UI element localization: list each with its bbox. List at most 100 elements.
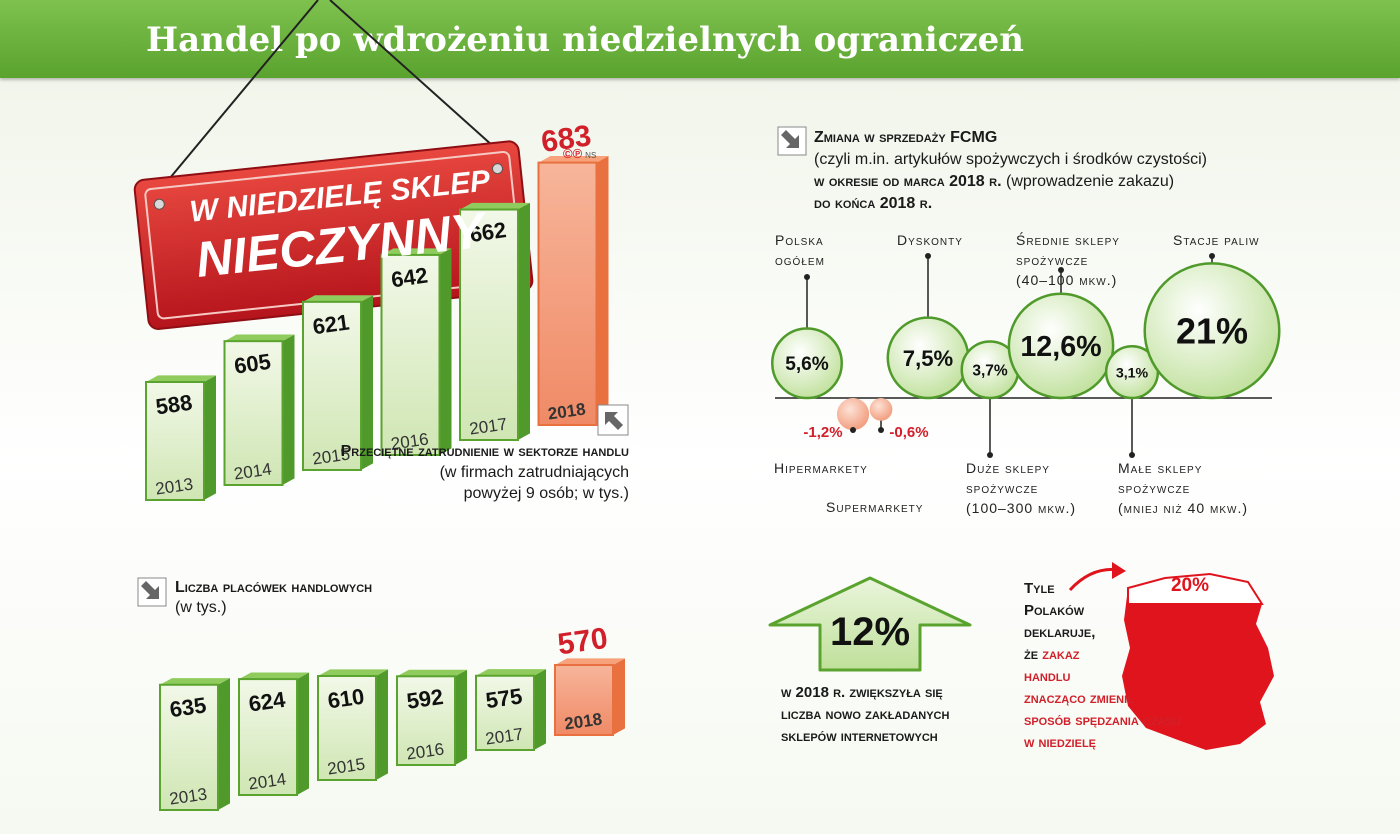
bar-side	[596, 156, 609, 425]
fcmg-period-end: do końca 2018 r.	[814, 195, 933, 212]
internet-caption-line: w 2018 r. zwiększyła się	[781, 684, 943, 701]
bar-side	[534, 669, 546, 750]
bar-side	[376, 669, 388, 780]
poland-map	[1122, 574, 1274, 750]
bubble-value: 5,6%	[785, 354, 829, 375]
bubble-value: 7,5%	[903, 346, 954, 371]
bar-front	[159, 683, 219, 811]
employment-chart-subtitle: (w firmach zatrudniających powyżej 9 osó…	[439, 464, 629, 502]
fcmg-period-note: (wprowadzenie zakazu)	[1006, 173, 1175, 190]
fcmg-period-start: w okresie od marca 2018 r.	[814, 173, 1002, 190]
internet-caption: w 2018 r. zwiększyła się liczba nowo zak…	[781, 682, 1021, 748]
bar-front	[554, 664, 614, 736]
fcmg-bubble: -0,6%	[869, 398, 929, 441]
leader-dot	[1129, 452, 1135, 458]
leader-dot	[1058, 267, 1064, 273]
bubble-circle	[869, 398, 893, 421]
bar-side	[297, 672, 309, 795]
fcmg-period: w okresie od marca 2018 r. (wprowadzenie…	[814, 171, 1274, 193]
fcmg-bubble: 3,1%	[1104, 345, 1160, 458]
bar-top	[160, 678, 230, 685]
poll-caption-word: zakaz	[1042, 646, 1080, 663]
poll-caption-word: że	[1024, 646, 1039, 663]
bar-top	[146, 375, 216, 382]
fcmg-label-line: spożywcze	[966, 480, 1039, 496]
bubble-value: 12,6%	[1020, 331, 1101, 363]
bar-value-label: 662	[468, 217, 508, 247]
bar-top	[224, 334, 295, 342]
arrow-down-right-icon	[777, 126, 807, 156]
sign-string-left	[159, 0, 319, 191]
leader-dot	[925, 253, 931, 259]
bubble-circle	[1007, 292, 1115, 400]
bar-top	[303, 295, 373, 302]
bar-front	[396, 675, 456, 766]
internet-value: 12%	[829, 610, 911, 654]
bubble-circle	[836, 398, 870, 431]
internet-caption-line: sklepów internetowych	[781, 728, 938, 745]
bar-front	[459, 208, 519, 441]
bar-side	[518, 202, 530, 440]
poll-caption-line: znacząco zmienił	[1024, 690, 1134, 707]
poland-map-top-share	[1127, 572, 1264, 605]
bar-front	[317, 675, 377, 781]
poll-caption-line: sposób spędzania czasu	[1024, 712, 1181, 729]
pointer-arrow-head	[1112, 562, 1126, 579]
bar-value-label: 621	[311, 309, 351, 339]
page-title: Handel po wdrożeniu niedzielnych ogranic…	[146, 20, 1025, 60]
fcmg-subtitle: (czyli m.in. artykułów spożywczych i śro…	[814, 151, 1207, 168]
bar-value-label: 570	[556, 622, 610, 662]
bar-value-label: 635	[168, 692, 208, 722]
fcmg-label-srednie: Średnie sklepy spożywcze (40–100 mkw.)	[1016, 230, 1120, 290]
bar-value-label: 642	[390, 263, 430, 293]
shops-chart-caption: Liczba placówek handlowych (w tys.)	[175, 578, 475, 618]
copyright-symbols: ©℗	[563, 146, 583, 161]
poll-caption-line: Polaków	[1024, 602, 1085, 619]
poll-caption-line: deklaruje,	[1024, 624, 1096, 641]
bar-top	[239, 672, 309, 680]
employment-chart-title: Przeciętne zatrudnienie w sektorze handl…	[340, 443, 629, 460]
fcmg-label-line: Dyskonty	[897, 232, 963, 248]
copyright-author: NS	[585, 151, 597, 160]
shops-bar-chart: 2013635201462420156102016592201757520185…	[159, 622, 625, 811]
bar-value-label: 588	[154, 390, 194, 420]
fcmg-label-hiper: Hipermarkety	[774, 458, 868, 478]
bar-front	[238, 678, 298, 796]
fcmg-bubble: 3,7%	[960, 340, 1020, 458]
bar-side	[613, 658, 625, 735]
bar-side	[439, 248, 452, 455]
bubble-value: -0,6%	[889, 424, 928, 441]
fcmg-label-polska: Polska ogółem	[775, 230, 825, 270]
fcmg-bubble: 5,6%	[771, 274, 843, 400]
bar-value-label: 624	[247, 687, 288, 717]
fcmg-bubble: -1,2%	[803, 398, 870, 441]
fcmg-label-line: ogółem	[775, 252, 825, 268]
bar-front	[475, 674, 535, 751]
fcmg-label-duze: Duże sklepy spożywcze (100–300 mkw.)	[966, 458, 1076, 518]
growth-arrow-shape	[768, 576, 972, 672]
fcmg-label-line: spożywcze	[1016, 252, 1089, 268]
fcmg-bubble: 7,5%	[886, 253, 970, 400]
fcmg-label-stacje: Stacje paliw	[1173, 230, 1260, 250]
fcmg-label-line: Stacje paliw	[1173, 232, 1260, 248]
sign-string-right	[329, 0, 504, 156]
leader-dot	[850, 427, 856, 433]
bar-top	[397, 669, 467, 677]
fcmg-label-line: Średnie sklepy	[1016, 232, 1120, 248]
bar-side	[218, 678, 230, 810]
leader-dot	[1209, 253, 1215, 259]
shops-chart-subtitle: (w tys.)	[175, 599, 227, 616]
arrow-down-right-icon	[137, 577, 167, 607]
fcmg-label-dyskonty: Dyskonty	[897, 230, 963, 250]
bubble-circle	[1143, 262, 1281, 400]
